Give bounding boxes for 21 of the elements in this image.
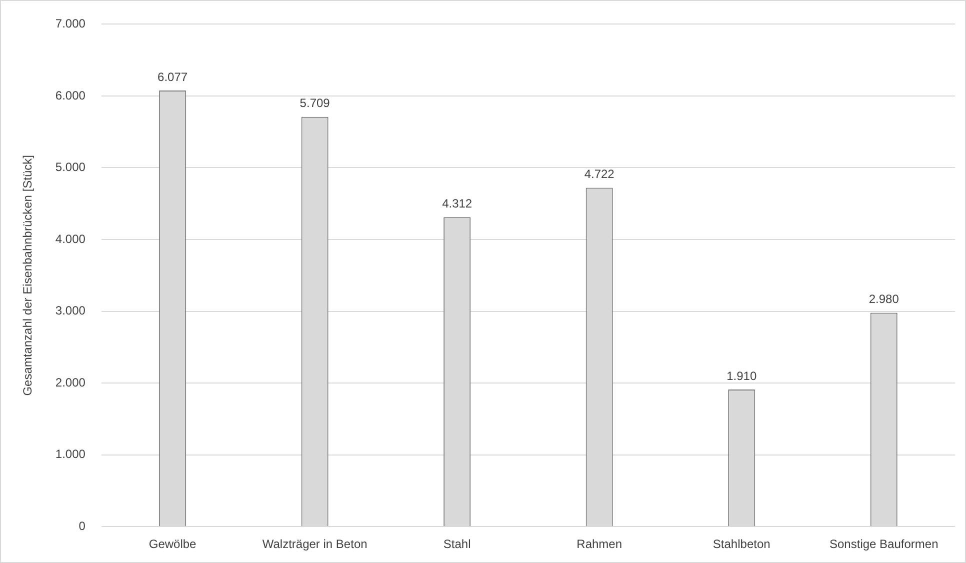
data-label: 5.709: [300, 96, 330, 110]
y-tick-label: 7.000: [55, 16, 86, 31]
data-label: 4.722: [584, 167, 615, 182]
y-tick-label: 2.000: [55, 375, 86, 390]
data-label: 1.910: [726, 368, 757, 383]
data-label: 4.312: [442, 196, 472, 210]
y-tick-label: 3.000: [55, 304, 86, 318]
y-axis-title: Gesamtanzahl der Eisenbahnbrücken [Stück]: [20, 154, 35, 396]
x-tick-label: Gewölbe: [148, 537, 197, 552]
data-label: 2.980: [868, 292, 900, 306]
x-tick-label: Rahmen: [576, 537, 622, 552]
data-label: 6.077: [158, 70, 188, 84]
x-tick-label: Stahlbeton: [712, 537, 770, 552]
y-tick-label: 5.000: [55, 160, 86, 174]
x-tick-label: Sonstige Bauformen: [830, 537, 938, 552]
y-tick-label: 6.000: [55, 88, 86, 102]
y-tick-label: 1.000: [55, 447, 86, 462]
x-tick-label: Walzträger in Beton: [262, 537, 368, 552]
x-tick-label: Stahl: [443, 537, 471, 552]
y-tick-label: 0: [78, 518, 86, 533]
y-tick-label: 4.000: [55, 232, 86, 246]
